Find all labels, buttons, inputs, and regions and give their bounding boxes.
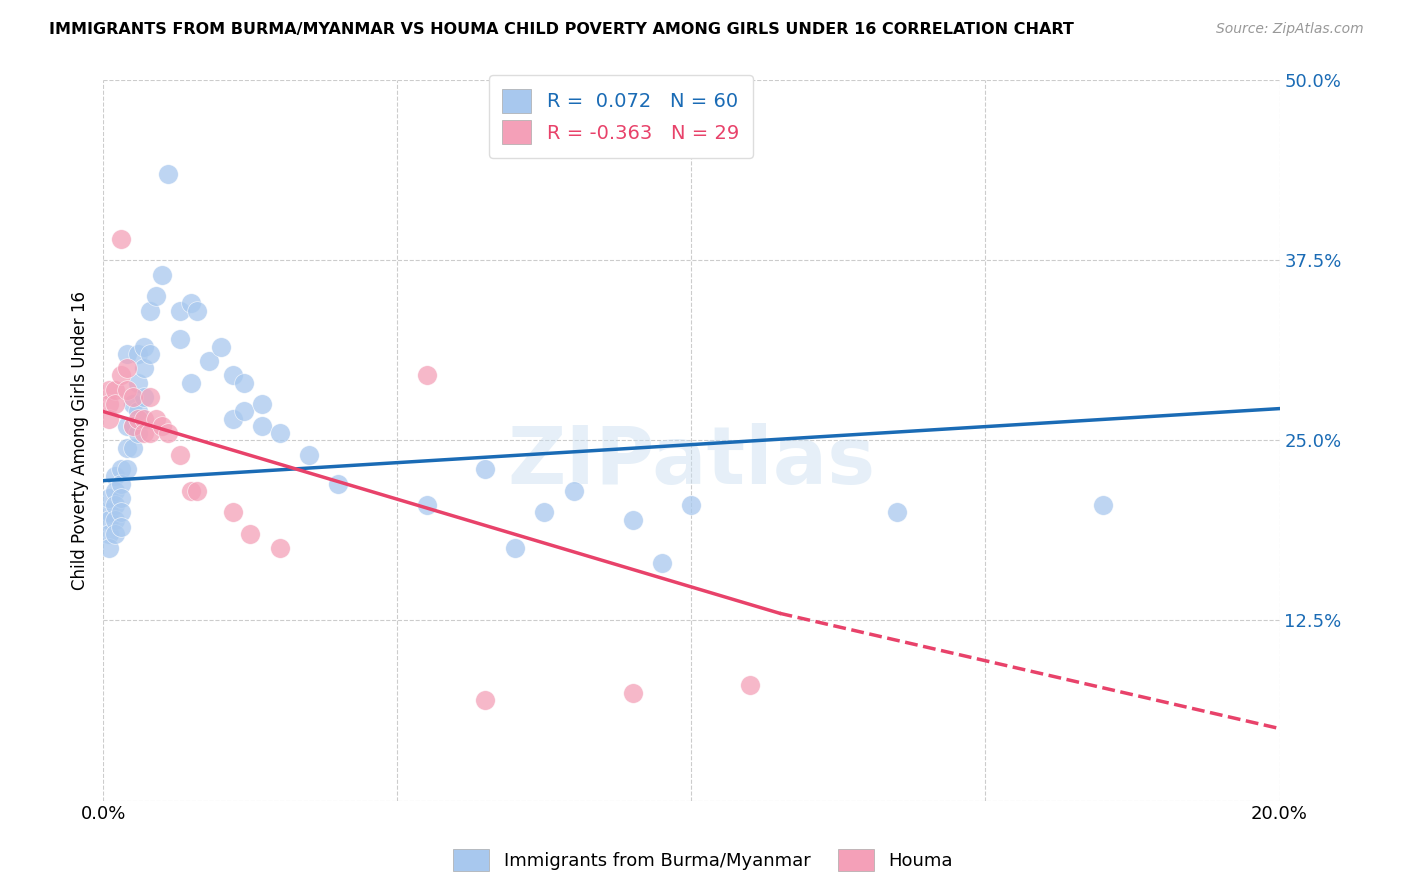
Point [886,505,908,519]
Point [121,418,143,433]
Point [127,404,149,418]
Point [98,397,121,411]
Point [104,512,127,526]
Text: ZIPatlas: ZIPatlas [508,423,876,501]
Point [115,347,138,361]
Point [474,692,496,706]
Point [127,411,149,425]
Point [269,541,291,556]
Point [681,498,703,512]
Point [115,462,138,476]
Point [221,505,243,519]
Point [239,527,262,541]
Point [121,397,143,411]
Point [134,340,156,354]
Point [269,426,291,441]
Point [474,462,496,476]
Point [415,368,437,383]
Point [209,340,232,354]
Point [145,289,167,303]
Point [98,383,121,397]
Point [104,483,127,498]
Point [250,397,273,411]
Point [180,483,202,498]
Point [156,426,179,441]
Point [110,231,132,245]
Point [415,498,437,512]
Point [121,418,143,433]
Point [98,512,121,526]
Point [127,347,149,361]
Point [127,426,149,441]
Point [221,411,243,425]
Point [98,505,121,519]
Point [503,541,526,556]
Point [150,268,173,282]
Point [169,333,191,347]
Text: IMMIGRANTS FROM BURMA/MYANMAR VS HOUMA CHILD POVERTY AMONG GIRLS UNDER 16 CORREL: IMMIGRANTS FROM BURMA/MYANMAR VS HOUMA C… [49,22,1074,37]
Point [198,354,221,368]
Point [139,303,162,318]
Point [127,376,149,390]
Point [328,476,350,491]
Point [121,441,143,455]
Point [651,556,673,570]
Point [115,418,138,433]
Point [740,678,762,692]
Point [104,527,127,541]
Point [98,541,121,556]
Point [110,505,132,519]
Point [115,441,138,455]
Point [104,498,127,512]
Point [145,411,167,425]
Point [533,505,555,519]
Point [298,448,321,462]
Point [169,303,191,318]
Point [121,390,143,404]
Point [134,390,156,404]
Point [186,483,208,498]
Point [180,376,202,390]
Point [104,397,127,411]
Legend: Immigrants from Burma/Myanmar, Houma: Immigrants from Burma/Myanmar, Houma [446,842,960,879]
Point [104,383,127,397]
Point [1092,498,1115,512]
Point [115,361,138,376]
Point [134,361,156,376]
Point [621,685,644,699]
Y-axis label: Child Poverty Among Girls Under 16: Child Poverty Among Girls Under 16 [72,291,89,590]
Point [110,520,132,534]
Point [221,368,243,383]
Point [134,411,156,425]
Legend: R =  0.072   N = 60, R = -0.363   N = 29: R = 0.072 N = 60, R = -0.363 N = 29 [489,75,752,158]
Point [180,296,202,310]
Text: Source: ZipAtlas.com: Source: ZipAtlas.com [1216,22,1364,37]
Point [250,418,273,433]
Point [186,303,208,318]
Point [562,483,585,498]
Point [110,368,132,383]
Point [110,476,132,491]
Point [98,527,121,541]
Point [621,512,644,526]
Point [233,376,256,390]
Point [134,426,156,441]
Point [233,404,256,418]
Point [156,167,179,181]
Point [98,491,121,505]
Point [150,418,173,433]
Point [110,462,132,476]
Point [98,411,121,425]
Point [139,347,162,361]
Point [169,448,191,462]
Point [110,491,132,505]
Point [139,390,162,404]
Point [104,469,127,483]
Point [115,383,138,397]
Point [139,426,162,441]
